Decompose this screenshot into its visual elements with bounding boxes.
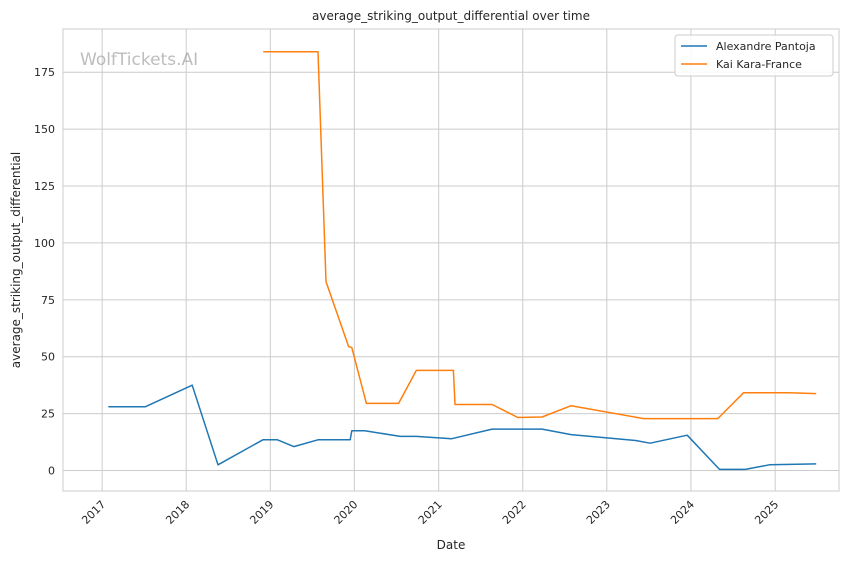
x-axis-label: Date [437, 538, 466, 552]
series-layer [108, 51, 817, 471]
y-tick-label: 100 [34, 237, 55, 250]
y-tick-label: 25 [41, 408, 55, 421]
x-tick-label: 2022 [500, 498, 529, 527]
x-tick-label: 2018 [163, 498, 192, 527]
series-line-0 [108, 384, 817, 471]
y-tick-label: 175 [34, 66, 55, 79]
tick-layer: 0 25 50 75 100 125 150 175 2017 2018 2019 2020 2021 2… [34, 66, 781, 527]
series-line-1 [263, 51, 817, 420]
y-tick-label: 150 [34, 123, 55, 136]
x-tick-label: 2023 [584, 498, 613, 527]
y-tick-label: 75 [41, 294, 55, 307]
x-tick-label: 2019 [247, 498, 276, 527]
watermark-text: WolfTickets.AI [80, 50, 198, 70]
x-tick-label: 2024 [668, 498, 697, 527]
legend-label-kai-kara-france: Kai Kara-France [716, 58, 802, 71]
legend: Alexandre Pantoja Kai Kara-France [674, 34, 834, 77]
chart-title: average_striking_output_differential ove… [312, 9, 590, 23]
y-tick-label: 50 [41, 351, 55, 364]
x-tick-label: 2025 [752, 498, 781, 527]
y-axis-label: average_striking_output_differential [9, 152, 23, 368]
plot-frame [62, 28, 840, 492]
grid-layer [63, 29, 839, 491]
x-tick-label: 2020 [332, 498, 361, 527]
y-tick-label: 125 [34, 180, 55, 193]
y-tick-label: 0 [48, 465, 55, 478]
legend-label-alexandre-pantoja: Alexandre Pantoja [716, 40, 816, 53]
x-tick-label: 2021 [416, 498, 445, 527]
x-tick-label: 2017 [79, 498, 108, 527]
legend-box [674, 34, 834, 77]
